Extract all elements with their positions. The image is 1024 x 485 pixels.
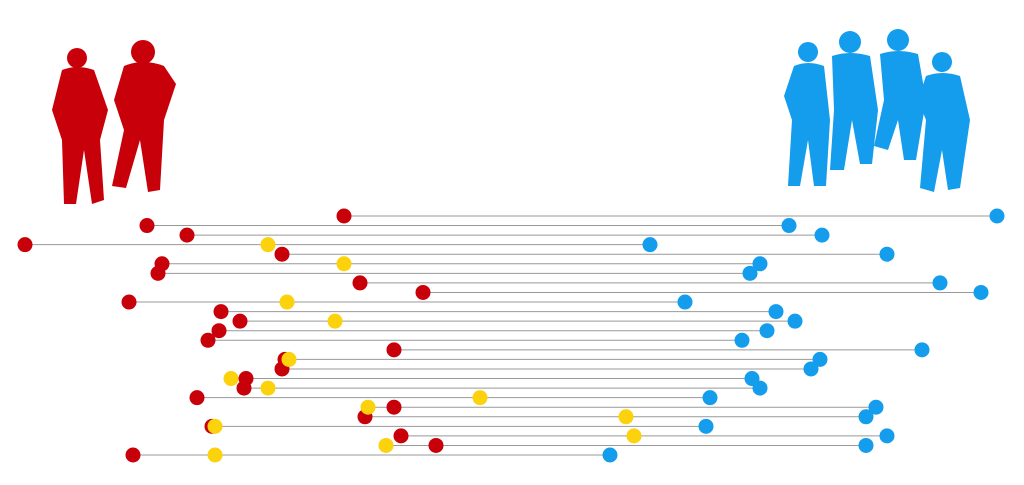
- dot: [386, 399, 402, 415]
- dot: [393, 428, 409, 444]
- dot: [386, 342, 402, 358]
- blue-group-silhouette: [784, 29, 970, 192]
- dot: [223, 371, 239, 387]
- dot: [207, 447, 223, 463]
- dot: [281, 351, 297, 367]
- dot: [812, 351, 828, 367]
- dot: [879, 428, 895, 444]
- dot: [260, 237, 276, 253]
- dot: [139, 218, 155, 234]
- dot: [279, 294, 295, 310]
- dot: [752, 380, 768, 396]
- dot: [626, 428, 642, 444]
- dot: [360, 399, 376, 415]
- dot: [232, 313, 248, 329]
- dot: [17, 237, 33, 253]
- dot: [698, 418, 714, 434]
- dot: [814, 227, 830, 243]
- dot: [768, 304, 784, 320]
- dot: [781, 218, 797, 234]
- dot: [336, 208, 352, 224]
- dot: [677, 294, 693, 310]
- dot: [236, 380, 252, 396]
- dot: [803, 361, 819, 377]
- dot: [858, 437, 874, 453]
- dot: [274, 246, 290, 262]
- dot: [150, 265, 166, 281]
- dot: [742, 265, 758, 281]
- dot: [602, 447, 618, 463]
- dot: [642, 237, 658, 253]
- dot: [200, 332, 216, 348]
- dot: [702, 390, 718, 406]
- red-group-silhouette: [52, 40, 176, 204]
- dot: [932, 275, 948, 291]
- dot: [415, 284, 431, 300]
- dot: [618, 409, 634, 425]
- dot: [125, 447, 141, 463]
- dot: [868, 399, 884, 415]
- dot: [378, 437, 394, 453]
- dot: [759, 323, 775, 339]
- dot: [207, 418, 223, 434]
- dot: [211, 323, 227, 339]
- dot: [734, 332, 750, 348]
- dot: [428, 437, 444, 453]
- dot: [179, 227, 195, 243]
- dot: [352, 275, 368, 291]
- dot: [989, 208, 1005, 224]
- dot: [914, 342, 930, 358]
- dot: [213, 304, 229, 320]
- dot: [787, 313, 803, 329]
- dot: [189, 390, 205, 406]
- dot: [121, 294, 137, 310]
- dot: [752, 256, 768, 272]
- dot: [879, 246, 895, 262]
- dot: [327, 313, 343, 329]
- dot: [472, 390, 488, 406]
- dot: [260, 380, 276, 396]
- dot: [336, 256, 352, 272]
- dot: [858, 409, 874, 425]
- dot: [973, 284, 989, 300]
